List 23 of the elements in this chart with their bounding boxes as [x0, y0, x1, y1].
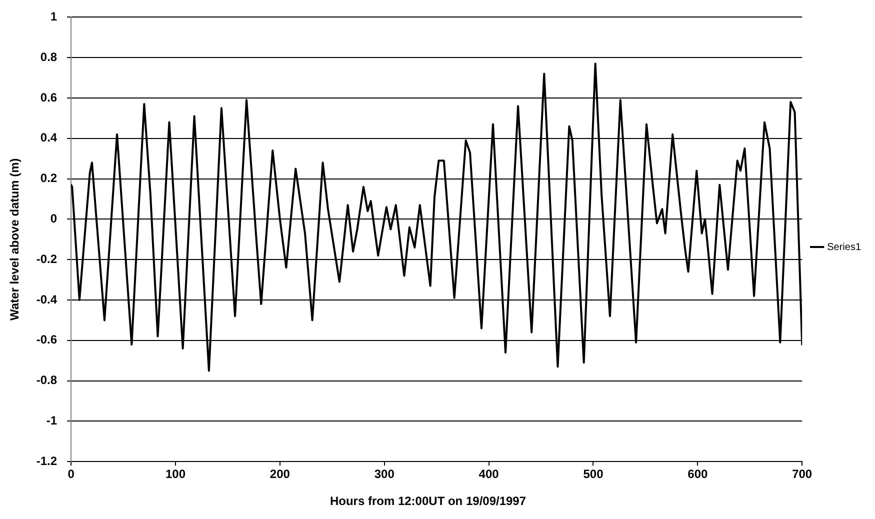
- y-tick-label: 0.8: [40, 50, 58, 64]
- x-tick-label: 0: [68, 467, 75, 482]
- x-tick-label: 700: [792, 467, 812, 482]
- y-tick-label: -0.4: [36, 292, 58, 306]
- y-tick-label: -0.8: [36, 373, 58, 388]
- x-tick-label: 500: [583, 467, 604, 482]
- y-tick-label: -1.2: [36, 454, 58, 468]
- x-tick-label: 200: [270, 467, 290, 482]
- legend-label: Series1: [827, 242, 862, 253]
- x-tick-label: 100: [165, 467, 186, 482]
- x-axis-title: Hours from 12:00UT on 19/09/1997: [328, 494, 528, 508]
- y-axis-title: Water level above datum (m): [8, 158, 22, 321]
- y-tick-label: -0.6: [36, 332, 58, 347]
- x-tick-label: 300: [374, 467, 395, 482]
- y-tick-label: 0.6: [40, 90, 58, 104]
- y-tick-label: -1: [46, 414, 58, 428]
- y-tick-label: -0.2: [36, 252, 58, 266]
- y-tick-label: 0.2: [40, 171, 58, 186]
- x-tick-label: 400: [478, 467, 500, 482]
- y-tick-label: 0.4: [40, 130, 58, 145]
- y-tick-label: 0: [50, 212, 58, 226]
- x-tick-label: 600: [688, 467, 708, 482]
- y-tick-label: 1: [50, 10, 58, 24]
